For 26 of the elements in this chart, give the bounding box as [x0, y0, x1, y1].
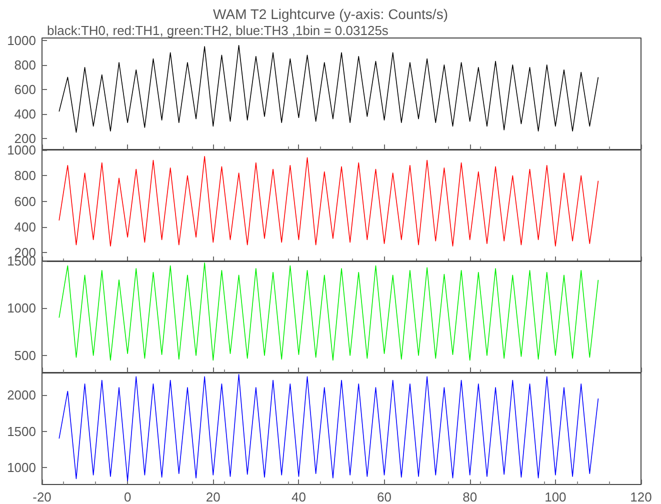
y-tick-label: 1000 [7, 32, 36, 48]
y-tick-label: 600 [14, 193, 36, 208]
y-tick-label: 400 [14, 106, 36, 122]
x-tick-label: -20 [32, 489, 52, 504]
chart-subtitle: black:TH0, red:TH1, green:TH2, blue:TH3 ,1bin = 0.03125s [47, 23, 389, 38]
x-tick-label: 120 [630, 489, 652, 504]
y-tick-label: 2000 [7, 386, 36, 402]
y-tick-label: 800 [14, 168, 36, 183]
y-tick-label: 1500 [7, 423, 36, 438]
y-tick-label: 600 [14, 82, 36, 97]
line-series [58, 374, 599, 481]
x-tick-label: 60 [377, 489, 392, 504]
y-tick-label: 800 [14, 57, 36, 72]
x-tick-label: 20 [206, 489, 220, 504]
y-tick-label: 500 [14, 348, 36, 363]
x-tick-label: 0 [124, 489, 132, 504]
x-tick-label: 40 [291, 489, 306, 504]
x-tick-label: 100 [544, 489, 566, 504]
chart-title: WAM T2 Lightcurve (y-axis: Counts/s) [213, 6, 448, 22]
line-series [58, 262, 599, 361]
y-tick-label: 1000 [7, 460, 36, 475]
y-tick-label: 1000 [7, 300, 36, 316]
line-series [58, 44, 599, 133]
x-tick-label: 80 [462, 489, 478, 504]
line-series [58, 156, 599, 246]
y-tick-label: 400 [14, 218, 36, 234]
